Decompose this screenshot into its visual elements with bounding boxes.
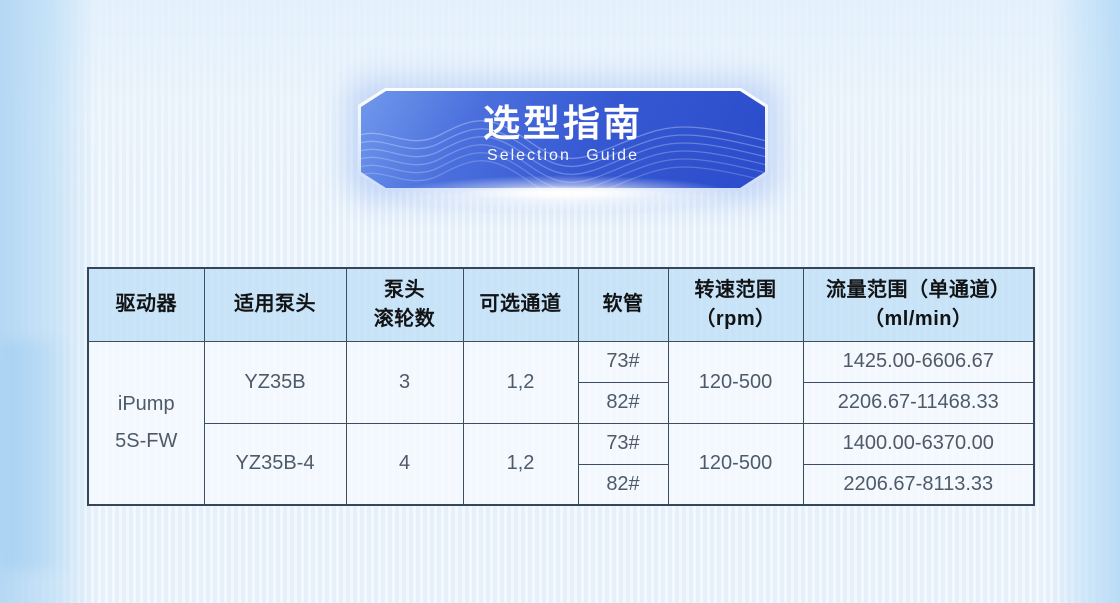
header-rollers: 泵头 滚轮数 <box>345 267 464 342</box>
cell-flow-range: 1425.00-6606.67 <box>802 340 1035 383</box>
table-row: iPump 5S-FW YZ35B 3 1,2 73# 120-500 1425… <box>87 340 1035 506</box>
banner-title: 选型指南 <box>483 103 643 144</box>
cell-speed-range: 120-500 <box>667 422 804 506</box>
cell-channels: 1,2 <box>462 340 579 424</box>
banner-subtitle: Selection Guide <box>487 147 639 164</box>
header-flow-range: 流量范围（单通道） （ml/min） <box>802 267 1035 342</box>
cell-tubing: 82# <box>577 463 669 506</box>
header-channels: 可选通道 <box>462 267 579 342</box>
table-row: 82# 2206.67-11468.33 <box>88 381 1035 424</box>
background-right-band <box>1050 0 1120 603</box>
cell-rollers: 4 <box>345 422 464 506</box>
cell-speed-range: 120-500 <box>667 340 804 424</box>
cell-channels: 1,2 <box>462 422 579 506</box>
cell-flow-range: 2206.67-8113.33 <box>802 463 1035 506</box>
cell-flow-range: 1400.00-6370.00 <box>802 422 1035 465</box>
header-pump-head: 适用泵头 <box>203 267 347 342</box>
header-driver: 驱动器 <box>87 267 205 342</box>
selection-table: 驱动器 适用泵头 泵头 滚轮数 可选通道 软管 转速范围 （rpm） <box>87 267 1035 506</box>
background-left-patch <box>0 340 70 570</box>
cell-tubing: 73# <box>577 422 669 465</box>
table-row: YZ35B-4 4 1,2 73# 120-500 1400.00-6370.0… <box>88 422 1035 506</box>
cell-tubing: 73# <box>577 340 669 383</box>
header-speed-range: 转速范围 （rpm） <box>667 267 804 342</box>
cell-flow-range: 2206.67-11468.33 <box>802 381 1035 424</box>
cell-tubing: 82# <box>577 381 669 424</box>
cell-driver: iPump 5S-FW <box>87 340 205 506</box>
header-tubing: 软管 <box>577 267 669 342</box>
cell-rollers: 3 <box>345 340 464 424</box>
cell-pump-head: YZ35B <box>203 340 347 424</box>
table-row: 82# 2206.67-8113.33 <box>88 463 1035 506</box>
table-header-row: 驱动器 适用泵头 泵头 滚轮数 可选通道 软管 转速范围 （rpm） <box>87 267 1035 342</box>
banner-bottom-glow-core <box>430 184 700 202</box>
cell-pump-head: YZ35B-4 <box>203 422 347 506</box>
